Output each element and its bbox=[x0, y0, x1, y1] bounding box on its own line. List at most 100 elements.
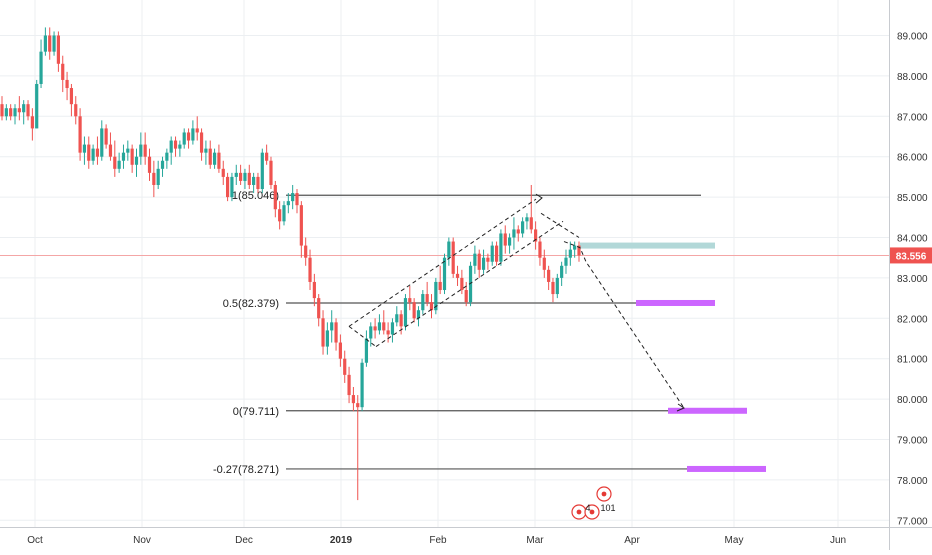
candle-body bbox=[156, 168, 160, 185]
candle-body bbox=[534, 229, 538, 242]
candle-body bbox=[386, 330, 390, 335]
candle-body bbox=[26, 104, 30, 117]
candle-body bbox=[256, 176, 260, 190]
candle-body bbox=[295, 193, 299, 206]
fib-level-label: -0.27(78.271) bbox=[213, 464, 279, 476]
channel-lower-line bbox=[375, 220, 564, 347]
candle-body bbox=[494, 245, 499, 262]
candle-body bbox=[178, 144, 182, 149]
candle-body bbox=[503, 233, 507, 246]
price-tick-label: 86.000 bbox=[897, 153, 928, 164]
candle-body bbox=[239, 172, 243, 181]
candle-body bbox=[212, 152, 217, 165]
time-tick-label: Feb bbox=[429, 535, 447, 546]
candle-body bbox=[56, 35, 60, 64]
candle-body bbox=[43, 35, 47, 52]
candle-body bbox=[247, 172, 251, 185]
candle-body bbox=[61, 63, 65, 80]
candle-body bbox=[143, 144, 147, 157]
candle-body bbox=[69, 88, 74, 105]
candle-body bbox=[147, 156, 152, 173]
candle-body bbox=[134, 156, 139, 165]
candle-body bbox=[152, 172, 156, 185]
candle-body bbox=[217, 152, 221, 169]
candle-body bbox=[48, 35, 52, 52]
time-tick-label: Oct bbox=[27, 535, 43, 546]
price-tick-label: 79.000 bbox=[897, 436, 928, 447]
price-tick-label: 81.000 bbox=[897, 355, 928, 366]
candle-body bbox=[408, 298, 412, 303]
candle-body bbox=[91, 148, 95, 161]
candle-body bbox=[451, 241, 455, 274]
candle-body bbox=[321, 318, 325, 347]
target-zone bbox=[668, 407, 747, 414]
event-label: 4 bbox=[585, 503, 590, 513]
candle-body bbox=[390, 322, 395, 335]
candle-body bbox=[13, 108, 17, 117]
candle-body bbox=[30, 116, 34, 129]
candle-body bbox=[551, 281, 555, 295]
price-tick-label: 82.000 bbox=[897, 314, 928, 325]
candle-body bbox=[87, 144, 91, 161]
candle-body bbox=[308, 257, 312, 282]
last-price-label: 83.556 bbox=[896, 251, 927, 262]
candle-body bbox=[399, 314, 403, 327]
candle-body bbox=[225, 176, 230, 198]
candle-body bbox=[139, 144, 143, 157]
candle-body bbox=[273, 184, 277, 210]
candle-body bbox=[447, 241, 451, 258]
candle-body bbox=[499, 233, 503, 262]
candle-body bbox=[481, 257, 486, 270]
candle-body bbox=[568, 249, 572, 258]
candle-body bbox=[35, 83, 39, 129]
candle-body bbox=[126, 148, 130, 153]
candle-body bbox=[442, 257, 447, 291]
candle-body bbox=[577, 245, 581, 256]
price-tick-label: 77.000 bbox=[897, 516, 928, 527]
grid bbox=[0, 0, 889, 527]
candle-body bbox=[412, 302, 416, 319]
candle-body bbox=[282, 205, 286, 222]
event-marker-dot bbox=[589, 509, 595, 515]
candle-body bbox=[312, 281, 316, 299]
fib-level-label: 0.5(82.379) bbox=[223, 298, 279, 310]
candle-body bbox=[221, 168, 225, 177]
price-tick-label: 80.000 bbox=[897, 395, 928, 406]
event-markers: 4 101 bbox=[571, 486, 616, 520]
candle-body bbox=[525, 217, 529, 222]
candle-body bbox=[347, 374, 351, 396]
candle-body bbox=[360, 362, 364, 408]
candle-body bbox=[338, 342, 342, 359]
candle-body bbox=[104, 128, 108, 145]
candle-body bbox=[377, 322, 382, 331]
candle-body bbox=[4, 108, 8, 117]
candle-body bbox=[369, 326, 373, 339]
channel-edge-line bbox=[348, 325, 377, 347]
candle-body bbox=[538, 241, 542, 258]
candle-body bbox=[356, 403, 360, 408]
candle-body bbox=[186, 132, 191, 141]
candle-body bbox=[78, 116, 82, 153]
candle-body bbox=[243, 172, 247, 181]
candle-body bbox=[438, 281, 442, 291]
channel-extension-line bbox=[540, 212, 580, 238]
channel-upper-line bbox=[348, 198, 537, 327]
event-label: 101 bbox=[600, 503, 615, 513]
projection-path bbox=[535, 193, 686, 412]
candle-body bbox=[564, 257, 568, 266]
projection-line bbox=[563, 241, 685, 409]
candle-body bbox=[330, 322, 334, 331]
price-tick-label: 83.000 bbox=[897, 274, 928, 285]
candle-body bbox=[516, 229, 520, 234]
event-marker-dot bbox=[601, 491, 607, 497]
candle-body bbox=[65, 79, 69, 89]
candle-body bbox=[22, 104, 26, 113]
price-tick-label: 88.000 bbox=[897, 72, 928, 83]
target-zone bbox=[687, 465, 766, 472]
candle-body bbox=[351, 395, 356, 404]
candle-body bbox=[108, 144, 113, 157]
candle-body bbox=[252, 176, 256, 185]
candle-body bbox=[573, 245, 577, 250]
